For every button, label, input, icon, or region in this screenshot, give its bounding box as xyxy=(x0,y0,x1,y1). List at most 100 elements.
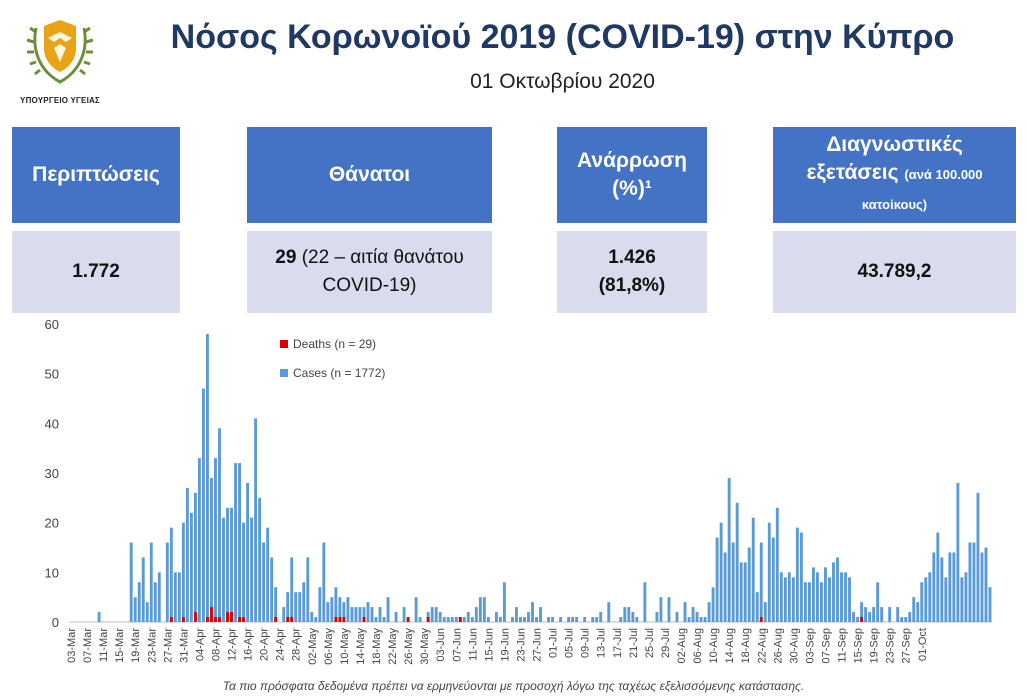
case-bar xyxy=(474,607,478,622)
case-bar xyxy=(683,602,687,622)
x-tick-label: 29-Jul xyxy=(660,628,672,658)
case-bar xyxy=(691,607,695,622)
case-bar xyxy=(771,537,775,622)
death-bar xyxy=(860,617,864,622)
y-tick-label: 10 xyxy=(45,565,59,580)
case-bar xyxy=(358,607,362,622)
case-bar xyxy=(948,552,952,622)
death-bar xyxy=(210,607,213,622)
case-bar xyxy=(230,507,233,622)
case-bar xyxy=(218,428,221,622)
case-bar xyxy=(880,607,884,622)
case-bar xyxy=(270,557,274,622)
x-tick-label: 19-Mar xyxy=(130,628,142,663)
case-bar xyxy=(659,597,663,622)
case-bar xyxy=(494,612,498,622)
case-bar xyxy=(173,572,177,622)
case-bar xyxy=(719,522,723,622)
case-bar xyxy=(378,607,382,622)
case-bar xyxy=(984,547,988,622)
case-bar xyxy=(928,572,932,622)
case-bar xyxy=(342,602,346,622)
case-bar xyxy=(185,487,189,622)
case-bar xyxy=(374,617,378,622)
x-tick-label: 10-Aug xyxy=(708,628,720,663)
x-tick-label: 06-May xyxy=(323,628,335,665)
x-tick-label: 25-Jul xyxy=(644,628,656,658)
x-tick-label: 11-Sep xyxy=(837,628,849,663)
case-bar xyxy=(944,577,948,622)
case-bar xyxy=(631,612,635,622)
x-tick-label: 30-Aug xyxy=(788,628,800,663)
case-bar xyxy=(916,602,920,622)
case-bar xyxy=(803,582,807,622)
deaths-label: Θάνατοι xyxy=(328,163,411,186)
case-bar xyxy=(832,562,835,622)
recovery-count: 1.426 xyxy=(608,247,656,268)
recovery-label: Ανάρρωση (%)¹ xyxy=(577,149,687,200)
death-bar xyxy=(342,617,346,622)
death-bar xyxy=(338,617,342,622)
case-bar xyxy=(932,552,936,622)
case-bar xyxy=(575,617,579,622)
y-tick-label: 0 xyxy=(52,615,59,630)
death-bar xyxy=(242,617,246,622)
case-bar xyxy=(844,572,847,622)
tests-value: 43.789,2 xyxy=(857,261,932,282)
case-bar xyxy=(418,617,422,622)
case-bar xyxy=(956,482,960,622)
x-tick-label: 14-Aug xyxy=(724,628,736,663)
case-bar xyxy=(286,592,290,622)
case-bar xyxy=(888,607,892,622)
case-bar xyxy=(655,612,659,622)
case-bar xyxy=(282,607,286,622)
y-tick-label: 20 xyxy=(45,516,59,531)
x-tick-label: 27-Sep xyxy=(901,628,913,663)
case-bar xyxy=(783,577,787,622)
x-tick-label: 02-Aug xyxy=(676,628,688,663)
death-bar xyxy=(406,617,410,622)
case-bar xyxy=(153,582,157,622)
case-bar xyxy=(595,617,599,622)
death-bar xyxy=(230,612,233,622)
case-bar xyxy=(643,582,647,622)
case-bar xyxy=(775,507,779,622)
death-bar xyxy=(214,617,217,622)
death-bar xyxy=(274,617,278,622)
case-bar xyxy=(169,527,173,622)
case-bar xyxy=(197,458,201,622)
case-bar xyxy=(318,587,322,622)
case-bar xyxy=(189,512,193,622)
case-bar xyxy=(438,612,442,622)
case-bar xyxy=(527,612,530,622)
case-bar xyxy=(454,617,458,622)
case-bar xyxy=(242,522,246,622)
case-bar xyxy=(751,517,755,622)
case-bar xyxy=(266,527,270,622)
death-bar xyxy=(334,617,338,622)
case-bar xyxy=(836,557,839,622)
case-bar xyxy=(466,612,470,622)
case-bar xyxy=(350,607,354,622)
case-bar xyxy=(920,582,924,622)
case-bar xyxy=(478,597,482,622)
case-bar xyxy=(181,522,185,622)
death-bar xyxy=(362,617,366,622)
case-bar xyxy=(262,542,266,622)
case-bar xyxy=(498,617,502,622)
x-tick-label: 01-Oct xyxy=(917,628,929,661)
case-bar xyxy=(723,552,727,622)
case-bar xyxy=(852,612,855,622)
case-bar xyxy=(619,617,623,622)
case-bar xyxy=(811,567,815,622)
cases-value-box: 1.772 xyxy=(12,231,180,313)
case-bar xyxy=(430,607,434,622)
case-bar xyxy=(787,572,791,622)
case-bar xyxy=(896,607,900,622)
case-bar xyxy=(567,617,571,622)
case-bar xyxy=(210,477,213,622)
case-bar xyxy=(912,597,916,622)
case-bar xyxy=(519,617,522,622)
case-bar xyxy=(607,602,611,622)
x-tick-label: 18-Aug xyxy=(740,628,752,663)
